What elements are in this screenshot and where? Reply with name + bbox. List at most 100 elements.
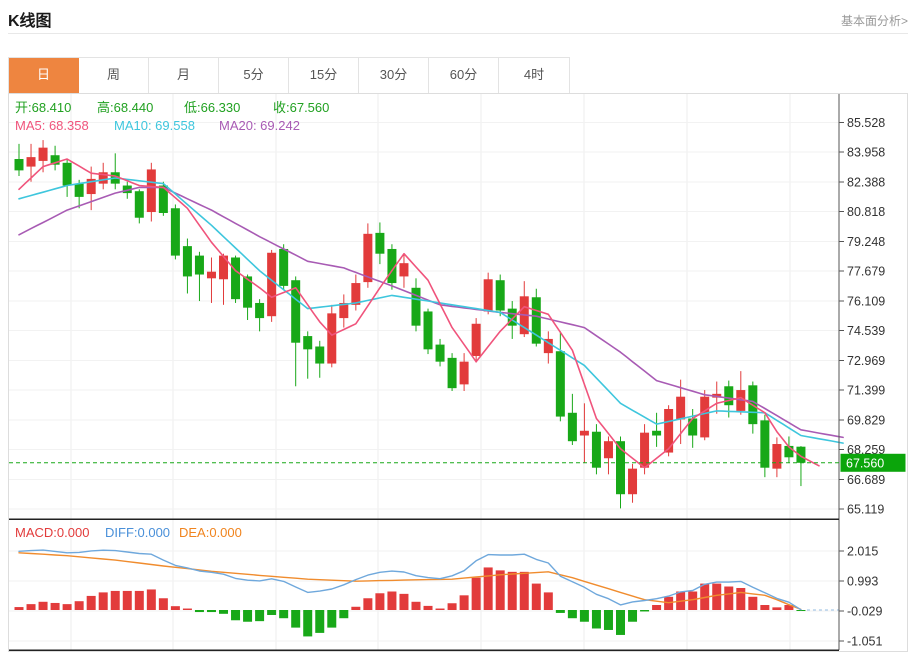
candle (206, 271, 216, 279)
candle (724, 386, 734, 406)
dea-line (18, 552, 802, 611)
candle (267, 252, 277, 317)
tab-period-3[interactable]: 5分 (219, 58, 289, 93)
axis-tick-label: 79.248 (847, 235, 885, 249)
macd-bar (351, 606, 361, 610)
candle (315, 346, 325, 364)
macd-bar (134, 590, 144, 610)
macd-bar (363, 598, 373, 610)
axis-tick-label: 68.259 (847, 443, 885, 457)
candle (194, 255, 204, 275)
macd-bar (50, 602, 60, 610)
candle (38, 147, 48, 161)
candle (591, 431, 601, 468)
macd-bar (170, 606, 180, 610)
axis-tick-label: 83.958 (847, 146, 885, 160)
candle (291, 280, 301, 343)
chart-container: 85.528 83.958 82.388 80.818 79.248 77.679 76.1… (8, 93, 908, 652)
fundamental-analysis-link[interactable]: 基本面分析> (840, 14, 908, 28)
candle (447, 357, 457, 389)
candle (86, 178, 96, 195)
macd-bar (483, 567, 493, 610)
tab-period-4[interactable]: 15分 (289, 58, 359, 93)
axis-tick-label: 76.109 (847, 294, 885, 308)
tab-period-5[interactable]: 30分 (359, 58, 429, 93)
legend-macd-0: MACD:0.000 (15, 525, 89, 540)
candle (375, 232, 385, 254)
tab-period-0[interactable]: 日 (9, 58, 79, 93)
macd-bar (158, 598, 168, 610)
macd-bar (14, 607, 24, 610)
macd-bar (339, 610, 349, 619)
current-price-tag-label: 67.560 (846, 456, 884, 470)
macd-bar (652, 605, 662, 610)
tab-period-1[interactable]: 周 (79, 58, 149, 93)
tab-period-6[interactable]: 60分 (429, 58, 499, 93)
macd-bar (243, 610, 253, 622)
tab-period-2[interactable]: 月 (149, 58, 219, 93)
candle (628, 468, 638, 495)
legend-ohlc-0: 开:68.410 (15, 100, 71, 115)
candle (50, 155, 60, 165)
axis-tick-label: 66.689 (847, 473, 885, 487)
candle (279, 248, 289, 286)
legend-ohlc-3: 收:67.560 (273, 100, 329, 115)
candle (700, 396, 710, 438)
macd-bar (315, 610, 325, 633)
candle (146, 169, 156, 213)
axis-tick-label: 65.119 (847, 503, 884, 517)
axis-tick-label: 72.969 (847, 354, 885, 368)
macd-bar (110, 590, 120, 610)
diff-line (18, 549, 802, 611)
macd-bar (531, 583, 541, 610)
axis-tick-label: -0.029 (847, 604, 882, 618)
ma10-line (18, 177, 844, 444)
candle (567, 412, 577, 442)
macd-layer (14, 549, 839, 637)
candle (399, 263, 409, 277)
candle (62, 162, 72, 186)
macd-bar (603, 610, 613, 630)
macd-bar (291, 610, 301, 628)
candle (243, 276, 253, 308)
tab-period-7[interactable]: 4时 (499, 58, 569, 93)
macd-bar (616, 610, 625, 635)
macd-bar (219, 610, 229, 614)
axis-tick-label: -1.051 (847, 634, 882, 648)
macd-bar (471, 577, 481, 610)
macd-bar (784, 605, 794, 610)
legend-ma-2: MA20: 69.242 (219, 118, 300, 133)
macd-bar (712, 583, 722, 610)
candle (219, 255, 229, 280)
current-price-tag (840, 453, 906, 472)
candle (483, 279, 493, 312)
macd-bar (423, 605, 433, 610)
macd-bar (724, 586, 734, 610)
macd-bar (387, 591, 397, 610)
candle (579, 430, 589, 436)
candle (640, 432, 650, 468)
candle (772, 444, 782, 469)
macd-bar (303, 610, 313, 637)
macd-bar (26, 604, 36, 610)
kline-chart[interactable]: 85.528 83.958 82.388 80.818 79.248 77.679 76.1… (9, 94, 907, 651)
macd-bar (255, 610, 265, 622)
candle (652, 430, 662, 436)
candle (471, 323, 481, 356)
candle (459, 361, 469, 385)
axis-tick-label: 77.679 (847, 265, 885, 279)
legend-macd-2: DEA:0.000 (179, 525, 242, 540)
macd-bar (628, 610, 638, 622)
legend-layer: 85.528 83.958 82.388 80.818 79.248 77.679 76.1… (15, 100, 885, 648)
legend-macd-1: DIFF:0.000 (105, 525, 170, 540)
macd-bar (375, 593, 385, 610)
candle (339, 302, 349, 319)
macd-bar (206, 610, 216, 613)
macd-bar (38, 601, 48, 610)
candle (387, 248, 397, 284)
axis-tick-label: 0.993 (847, 574, 878, 588)
legend-ohlc-1: 高:68.440 (97, 100, 153, 115)
candle (158, 185, 168, 213)
macd-bar (74, 601, 84, 610)
